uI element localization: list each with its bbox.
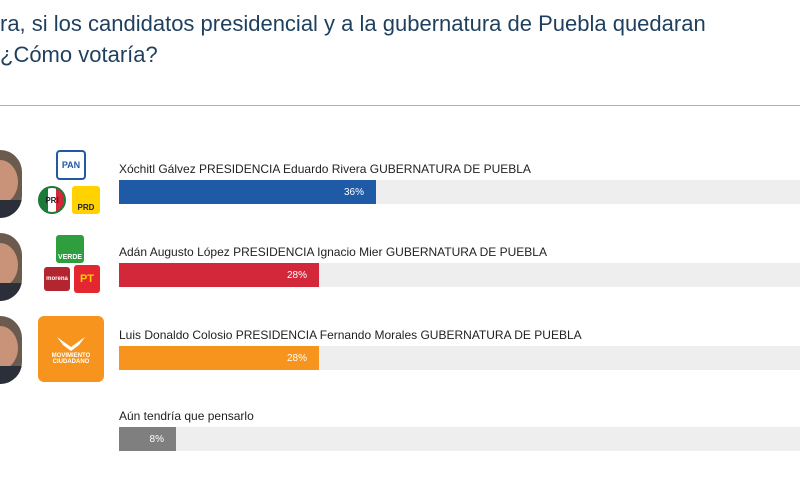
option-row-3: MOVIMIENTO CIUDADANO Luis Donaldo Colosi…	[0, 316, 800, 396]
party-logos-group: MOVIMIENTO CIUDADANO	[36, 316, 104, 382]
prd-logo-icon: PRD	[72, 186, 100, 214]
bar-value-label-1: 36%	[343, 186, 364, 198]
option-row-4: Aún tendría que pensarlo 8%	[0, 397, 800, 477]
bar-value-label-2: 28%	[286, 269, 307, 281]
title-line-1: ra, si los candidatos presidencial y a l…	[0, 11, 706, 36]
candidate-photo-icon	[0, 233, 22, 301]
divider	[0, 105, 800, 106]
bar-3: 28%	[119, 346, 319, 370]
bar-value-label-4: 8%	[149, 433, 164, 445]
verde-logo-icon: VERDE	[56, 235, 84, 263]
candidate-photo-icon	[0, 316, 22, 384]
bar-value-label-3: 28%	[286, 352, 307, 364]
bar-track-2: 28%	[119, 263, 800, 287]
bar-4: 8%	[119, 427, 176, 451]
option-row-2: VERDE morena PT Adán Augusto López PRESI…	[0, 233, 800, 313]
pt-logo-icon: PT	[74, 265, 100, 293]
option-label-2: Adán Augusto López PRESIDENCIA Ignacio M…	[119, 245, 547, 259]
bar-track-3: 28%	[119, 346, 800, 370]
morena-logo-icon: morena	[44, 267, 70, 291]
bar-track-4: 8%	[119, 427, 800, 451]
option-label-4: Aún tendría que pensarlo	[119, 409, 254, 423]
party-logos-group: VERDE morena PT	[36, 233, 102, 299]
candidate-photo-icon	[0, 150, 22, 218]
title-line-2: ¿Cómo votaría?	[0, 42, 158, 67]
bar-2: 28%	[119, 263, 319, 287]
pan-logo-icon: PAN	[56, 150, 86, 180]
pri-logo-icon: PRI	[38, 186, 66, 214]
page-title: ra, si los candidatos presidencial y a l…	[0, 8, 800, 70]
option-label-1: Xóchitl Gálvez PRESIDENCIA Eduardo River…	[119, 162, 531, 176]
bar-track-1: 36%	[119, 180, 800, 204]
option-label-3: Luis Donaldo Colosio PRESIDENCIA Fernand…	[119, 328, 582, 342]
party-logos-group: PAN PRI PRD	[36, 150, 102, 216]
eagle-icon	[57, 337, 85, 351]
bar-1: 36%	[119, 180, 376, 204]
option-row-1: PAN PRI PRD Xóchitl Gálvez PRESIDENCIA E…	[0, 150, 800, 230]
movimiento-ciudadano-logo-icon: MOVIMIENTO CIUDADANO	[38, 316, 104, 382]
